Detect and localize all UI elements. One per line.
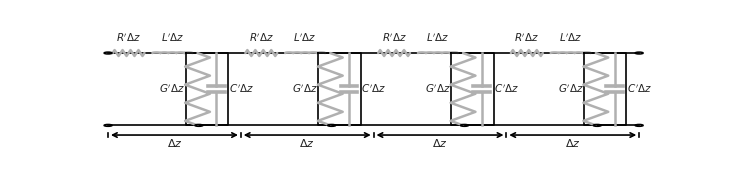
Text: $L'\Delta z$: $L'\Delta z$ (160, 32, 184, 44)
Text: $G'\Delta z$: $G'\Delta z$ (425, 83, 451, 95)
Text: $R'\Delta z$: $R'\Delta z$ (515, 32, 539, 44)
Text: $C'\Delta z$: $C'\Delta z$ (229, 83, 254, 95)
Text: $\Delta z$: $\Delta z$ (565, 137, 580, 149)
Text: $R'\Delta z$: $R'\Delta z$ (381, 32, 407, 44)
Text: $C'\Delta z$: $C'\Delta z$ (362, 83, 386, 95)
Text: $\Delta z$: $\Delta z$ (300, 137, 315, 149)
Text: $G'\Delta z$: $G'\Delta z$ (159, 83, 185, 95)
Text: $G'\Delta z$: $G'\Delta z$ (558, 83, 583, 95)
Text: $\Delta z$: $\Delta z$ (432, 137, 448, 149)
Text: $L'\Delta z$: $L'\Delta z$ (293, 32, 317, 44)
Text: $L'\Delta z$: $L'\Delta z$ (559, 32, 582, 44)
Text: $C'\Delta z$: $C'\Delta z$ (494, 83, 519, 95)
Text: $L'\Delta z$: $L'\Delta z$ (426, 32, 450, 44)
Text: $\Delta z$: $\Delta z$ (167, 137, 182, 149)
Text: $C'\Delta z$: $C'\Delta z$ (627, 83, 652, 95)
Text: $G'\Delta z$: $G'\Delta z$ (292, 83, 318, 95)
Text: $R'\Delta z$: $R'\Delta z$ (116, 32, 141, 44)
Text: $R'\Delta z$: $R'\Delta z$ (249, 32, 274, 44)
